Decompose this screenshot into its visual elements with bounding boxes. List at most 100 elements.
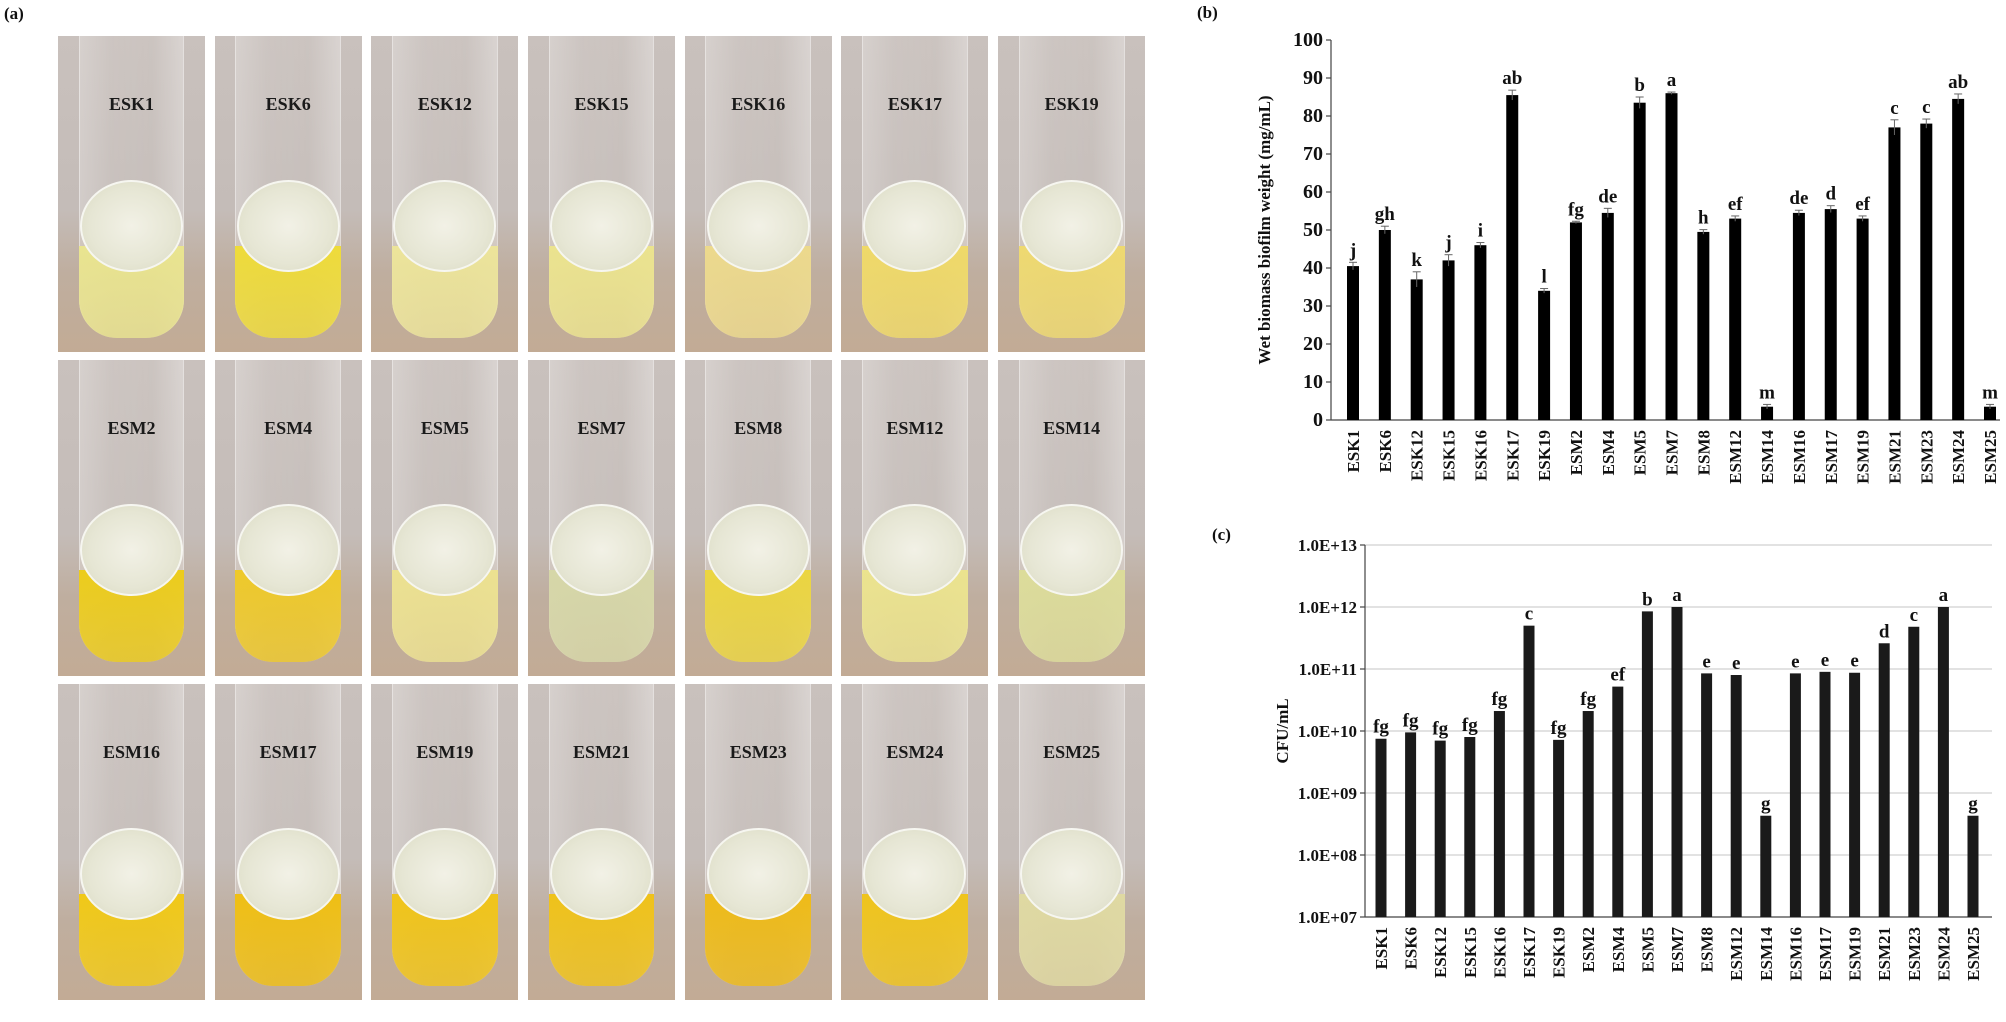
y-tick-label: 70: [1303, 143, 1323, 165]
bar-esk15: [1464, 737, 1476, 917]
bar-esm23: [1908, 626, 1920, 917]
x-tick-label: ESM25: [1981, 430, 2000, 484]
x-tick-label: ESM14: [1758, 430, 1777, 484]
x-tick-label: ESM7: [1663, 430, 1682, 476]
biofilm-pellicle: [393, 828, 497, 920]
y-tick-label: 1.0E+13: [1298, 536, 1357, 555]
x-tick-label: ESM21: [1875, 927, 1894, 981]
x-tick-label: ESM17: [1816, 927, 1835, 981]
x-tick-label: ESK16: [1490, 927, 1509, 978]
bar-esm17: [1824, 209, 1837, 420]
significance-letter: ef: [1855, 194, 1870, 215]
bar-esm5: [1633, 102, 1646, 420]
significance-letter: j: [1444, 233, 1451, 254]
significance-letter: e: [1850, 651, 1858, 672]
x-tick-label: ESK19: [1550, 927, 1569, 978]
bar-esk12: [1434, 740, 1446, 917]
x-tick-label: ESK17: [1520, 927, 1539, 979]
bar-esk17: [1506, 95, 1519, 420]
bar-esk16: [1493, 711, 1505, 917]
y-axis-title: CFU/mL: [1273, 698, 1292, 763]
significance-letter: fg: [1551, 718, 1567, 739]
significance-letter: m: [1759, 382, 1775, 403]
x-tick-label: ESK6: [1376, 430, 1395, 473]
x-tick-label: ESM8: [1694, 430, 1713, 475]
y-tick-label: 40: [1303, 257, 1323, 279]
x-tick-label: ESM24: [1949, 430, 1968, 484]
strain-label: ESM14: [1043, 418, 1101, 438]
culture-tube-photo: ESK16: [684, 36, 832, 352]
significance-letter: l: [1541, 267, 1546, 288]
bar-esk6: [1405, 732, 1417, 917]
strain-label: ESM4: [264, 418, 313, 438]
biofilm-pellicle: [393, 504, 497, 596]
significance-letter: e: [1791, 651, 1799, 672]
significance-letter: fg: [1373, 717, 1389, 738]
significance-letter: e: [1702, 651, 1710, 672]
bar-esm25: [1984, 406, 1996, 420]
significance-letter: ab: [1502, 68, 1522, 89]
bar-esm8: [1701, 673, 1713, 917]
bar-esm24: [1937, 607, 1949, 917]
culture-tube-photo: ESM12: [841, 360, 989, 676]
culture-tube-photo: ESM14: [998, 360, 1146, 676]
biofilm-pellicle: [863, 828, 967, 920]
culture-tube-photo: ESM24: [841, 684, 989, 1000]
significance-letter: h: [1698, 208, 1709, 229]
significance-letter: a: [1939, 585, 1949, 606]
significance-letter: fg: [1432, 719, 1448, 740]
bar-esm16: [1792, 212, 1805, 420]
bar-esm24: [1952, 98, 1965, 421]
biofilm-pellicle: [550, 504, 654, 596]
bar-esk17: [1523, 625, 1535, 917]
biofilm-pellicle: [706, 828, 810, 920]
significance-letter: gh: [1375, 204, 1396, 225]
y-tick-label: 1.0E+12: [1298, 598, 1357, 617]
significance-letter: b: [1642, 589, 1653, 610]
significance-letter: k: [1411, 250, 1422, 271]
x-tick-label: ESM2: [1567, 430, 1586, 475]
biofilm-pellicle: [236, 180, 340, 272]
significance-letter: e: [1732, 653, 1740, 674]
bar-esm21: [1878, 643, 1890, 917]
biofilm-pellicle: [550, 828, 654, 920]
x-tick-label: ESM5: [1631, 430, 1650, 475]
y-tick-label: 0: [1313, 409, 1323, 431]
y-tick-label: 1.0E+09: [1298, 784, 1357, 803]
bar-esm14: [1761, 406, 1774, 420]
culture-tube-photo: ESM19: [371, 684, 519, 1000]
significance-letter: ef: [1728, 194, 1743, 215]
bar-esk19: [1538, 290, 1551, 420]
strain-label: ESK17: [887, 94, 942, 114]
significance-letter: a: [1672, 585, 1682, 606]
significance-letter: fg: [1462, 715, 1478, 736]
bar-esm7: [1665, 93, 1678, 420]
strain-label: ESK1: [108, 94, 155, 114]
biofilm-pellicle: [80, 504, 183, 596]
bar-esk6: [1378, 230, 1391, 420]
bar-esm23: [1920, 123, 1933, 420]
biofilm-pellicle: [550, 180, 654, 272]
strain-label: ESM2: [107, 418, 156, 438]
biofilm-pellicle: [80, 180, 183, 272]
y-axis-title: Wet biomass biofilm weight (mg/mL): [1255, 95, 1274, 364]
bar-esm4: [1601, 212, 1614, 420]
x-tick-label: ESM17: [1822, 430, 1841, 484]
significance-letter: c: [1922, 97, 1930, 118]
y-tick-label: 50: [1303, 219, 1323, 241]
significance-letter: ab: [1948, 72, 1968, 93]
strain-label: ESM19: [416, 742, 474, 762]
significance-letter: de: [1789, 188, 1808, 209]
significance-letter: de: [1598, 186, 1617, 207]
strain-label: ESM21: [573, 742, 631, 762]
x-tick-label: ESM2: [1579, 927, 1598, 972]
x-tick-label: ESM8: [1698, 927, 1717, 972]
culture-tube-photo-grid: ESK1 ESK6 ESK12 ESK15 ESK16 ESK17 ESK19 ESM2 ESM…: [58, 36, 1146, 1000]
strain-label: ESM7: [577, 418, 626, 438]
x-tick-label: ESM21: [1885, 430, 1904, 484]
culture-tube-photo: ESK6: [214, 36, 362, 352]
significance-letter: fg: [1580, 689, 1596, 710]
x-tick-label: ESK16: [1471, 430, 1490, 481]
biofilm-pellicle: [236, 828, 340, 920]
